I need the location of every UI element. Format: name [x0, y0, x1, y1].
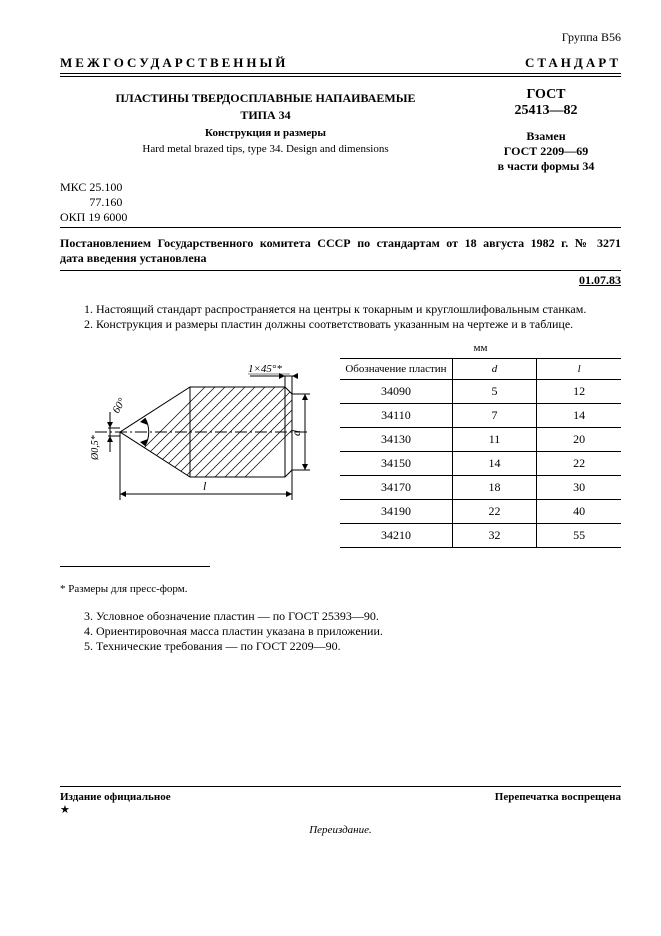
title-line1: ПЛАСТИНЫ ТВЕРДОСПЛАВНЫЕ НАПАИВАЕМЫЕ — [60, 91, 471, 106]
banner: МЕЖГОСУДАРСТВЕННЫЙ СТАНДАРТ — [60, 55, 621, 71]
para-3: 3. Условное обозначение пластин — по ГОС… — [60, 609, 621, 624]
footer: Издание официальное ★ Перепечатка воспре… — [60, 786, 621, 836]
footnote: * Размеры для пресс-форм. — [60, 583, 621, 595]
table-unit: мм — [340, 342, 621, 354]
th-designation: Обозначение пластин — [340, 359, 452, 380]
intro-date: 01.07.83 — [60, 273, 621, 288]
table-row: 341902240 — [340, 500, 621, 524]
footer-rule — [60, 786, 621, 787]
technical-drawing: 1×45°* d l 60° — [60, 352, 320, 516]
decree-line2: дата введения установлена — [60, 251, 621, 266]
star-icon: ★ — [60, 803, 171, 816]
okp-label: ОКП — [60, 210, 85, 224]
para-2: 2. Конструкция и размеры пластин должны … — [60, 317, 621, 332]
banner-rule-thick — [60, 73, 621, 74]
chamfer-label: 1×45°* — [248, 363, 282, 375]
body-text: 1. Настоящий стандарт распространяется н… — [60, 302, 621, 332]
d-label: d — [289, 429, 303, 436]
mks2: 77.160 — [89, 195, 122, 209]
th-d: d — [452, 359, 536, 380]
decree: Постановлением Государственного комитета… — [60, 236, 621, 251]
reprint-note: Переиздание. — [60, 824, 621, 836]
standard-number: 25413—82 — [471, 103, 621, 119]
mks1: 25.100 — [89, 180, 122, 194]
table-row: 341501422 — [340, 452, 621, 476]
title-line2: ТИПА 34 — [60, 108, 471, 123]
body-text-lower: 3. Условное обозначение пластин — по ГОС… — [60, 609, 621, 654]
para-4: 4. Ориентировочная масса пластин указана… — [60, 624, 621, 639]
footer-right: Перепечатка воспрещена — [495, 791, 621, 816]
header-divider — [60, 227, 621, 228]
dimensions-table: мм Обозначение пластин d l 34090512 3411… — [340, 342, 621, 548]
standard-name: ГОСТ — [471, 87, 621, 103]
table-row: 341701830 — [340, 476, 621, 500]
table-row: 342103255 — [340, 524, 621, 548]
okp: 19 6000 — [88, 210, 127, 224]
angle-label: 60° — [110, 396, 128, 416]
note-rule — [60, 566, 210, 567]
table-header-row: Обозначение пластин d l — [340, 359, 621, 380]
th-l: l — [537, 359, 621, 380]
header-block: ПЛАСТИНЫ ТВЕРДОСПЛАВНЫЕ НАПАИВАЕМЫЕ ТИПА… — [60, 87, 621, 174]
title-english: Hard metal brazed tips, type 34. Design … — [60, 143, 471, 155]
small-d-label: Ø0,5* — [90, 435, 101, 461]
para-1: 1. Настоящий стандарт распространяется н… — [60, 302, 621, 317]
table-row: 34090512 — [340, 380, 621, 404]
l-label: l — [203, 479, 207, 493]
mks-label: МКС — [60, 180, 86, 194]
banner-rule-thin — [60, 76, 621, 77]
replace-line1: Взамен — [471, 129, 621, 144]
replace-line2: ГОСТ 2209—69 — [471, 144, 621, 159]
group-label: Группа В56 — [60, 30, 621, 45]
para-5: 5. Технические требования — по ГОСТ 2209… — [60, 639, 621, 654]
replace-line3: в части формы 34 — [471, 159, 621, 174]
figure-table-row: 1×45°* d l 60° — [60, 342, 621, 548]
table-row: 34110714 — [340, 404, 621, 428]
subtitle: Конструкция и размеры — [60, 127, 471, 139]
footer-left: Издание официальное — [60, 791, 171, 803]
codes-block: МКС 25.100 МКС 77.160 ОКП 19 6000 — [60, 180, 621, 225]
table-row: 341301120 — [340, 428, 621, 452]
decree-rule — [60, 270, 621, 271]
